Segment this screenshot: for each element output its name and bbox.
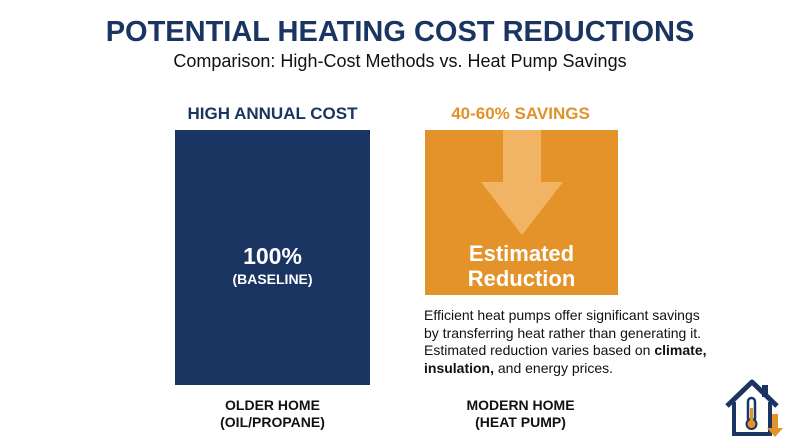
arrow-icon (481, 130, 563, 235)
down-arrow (767, 414, 783, 437)
text-bold: climate, (654, 342, 707, 358)
right-footer: (HEAT PUMP) (475, 414, 566, 430)
left-heading: HIGH ANNUAL COST (187, 104, 358, 123)
baseline-box (175, 130, 370, 385)
savings-label: Estimated (468, 241, 575, 266)
chimney (762, 385, 768, 397)
right-footer: MODERN HOME (466, 397, 575, 413)
text-bold: insulation, (424, 359, 494, 376)
right-heading: 40-60% SAVINGS (451, 104, 590, 123)
thermometer-fill (750, 408, 753, 422)
walls (732, 402, 772, 436)
title: POTENTIAL HEATING COST REDUCTIONS (105, 16, 695, 48)
left-footer: OLDER HOME (225, 397, 320, 413)
subtitle: Comparison: High-Cost Methods vs. Heat P… (173, 51, 627, 71)
baseline-note: (BASELINE) (232, 271, 313, 287)
roof (725, 379, 779, 408)
baseline-value: 100% (243, 243, 302, 269)
house-icon (725, 379, 783, 437)
left-footer: (OIL/PROPANE) (220, 414, 325, 430)
text: Efficient heat pumps offer significant s… (424, 307, 702, 358)
text: and energy prices. (494, 359, 614, 376)
down-arrow (481, 130, 563, 235)
savings-label: Reduction (467, 266, 576, 291)
description: Efficient heat pumps offer significant s… (424, 307, 716, 377)
